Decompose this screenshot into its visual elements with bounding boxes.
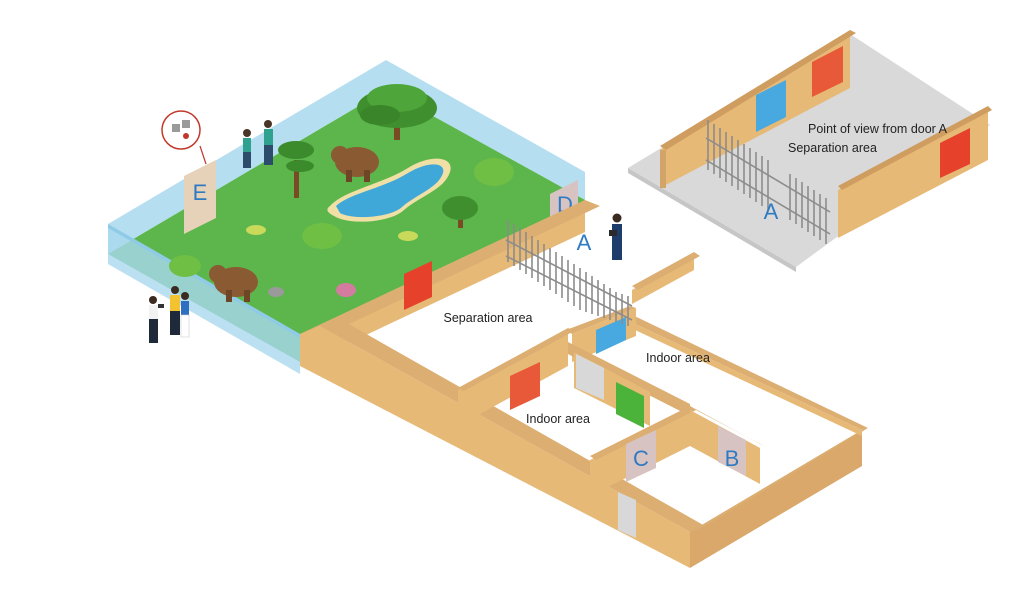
person-icon-visitor-2 [170, 286, 180, 335]
door-c [626, 430, 656, 482]
gate-icon [505, 220, 633, 326]
bear-icon [331, 146, 379, 182]
person-icon-visitor-1 [149, 296, 164, 343]
door-b [718, 426, 746, 476]
door-grey-indoor [576, 354, 604, 400]
person-icon-keeper [609, 213, 622, 260]
plant-icon-2 [398, 231, 418, 241]
door-e-label: E [193, 180, 208, 205]
camera-icon [158, 304, 164, 308]
inset-floor [628, 34, 990, 267]
inset-door-a-label: A [764, 199, 779, 224]
inset-door-blue [756, 80, 786, 132]
person-icon-staff-1 [243, 129, 251, 168]
inset-gate-icon [705, 120, 831, 244]
tree-icon [357, 84, 437, 140]
door-b-label: B [725, 446, 740, 471]
tree-icon-small [278, 141, 314, 198]
glass-wall-back-right [386, 60, 585, 200]
door-grey-front [618, 492, 636, 538]
door-a-label: A [577, 230, 592, 255]
indoor-area-left-label: Indoor area [526, 412, 590, 426]
wall-front-right [690, 430, 862, 568]
key-lock-icon [172, 120, 190, 139]
wall-outer-top [618, 310, 868, 430]
outdoor-enclosure: E D [108, 60, 585, 374]
tree-icon-right [442, 196, 478, 228]
wall-stub [632, 256, 694, 304]
inset-door-red-right [940, 128, 970, 178]
door-e [184, 160, 216, 234]
key-lock-callout [161, 110, 201, 150]
inset-separation-area: Point of view from door A Separation are… [628, 30, 992, 272]
door-orange-indoor [510, 362, 540, 410]
flower-icon [336, 283, 356, 297]
glass-wall-front [108, 224, 300, 374]
person-icon-visitor-3 [180, 292, 190, 338]
separation-area-label: Separation area [444, 311, 533, 325]
inset-separation-label: Separation area [788, 141, 877, 155]
bush-icon-2 [302, 223, 342, 249]
wall-partition [568, 342, 690, 416]
plant-icon [246, 225, 266, 235]
wall-front-long [300, 326, 690, 568]
door-red-separation [404, 261, 432, 310]
door-c-label: C [633, 446, 649, 471]
door-blue-indoor [596, 317, 626, 354]
pool-icon [336, 164, 444, 218]
person-icon-staff-2 [264, 120, 273, 165]
point-of-view-label: Point of view from door A [808, 122, 948, 136]
door-green-indoor [616, 382, 644, 428]
bush-icon-3 [169, 255, 201, 277]
bear-icon-2 [209, 265, 258, 302]
inset-door-red [812, 46, 843, 97]
bush-icon [474, 158, 514, 186]
visitors-group [149, 286, 190, 343]
rock-icon [268, 287, 284, 297]
indoor-area-right-label: Indoor area [646, 351, 710, 365]
